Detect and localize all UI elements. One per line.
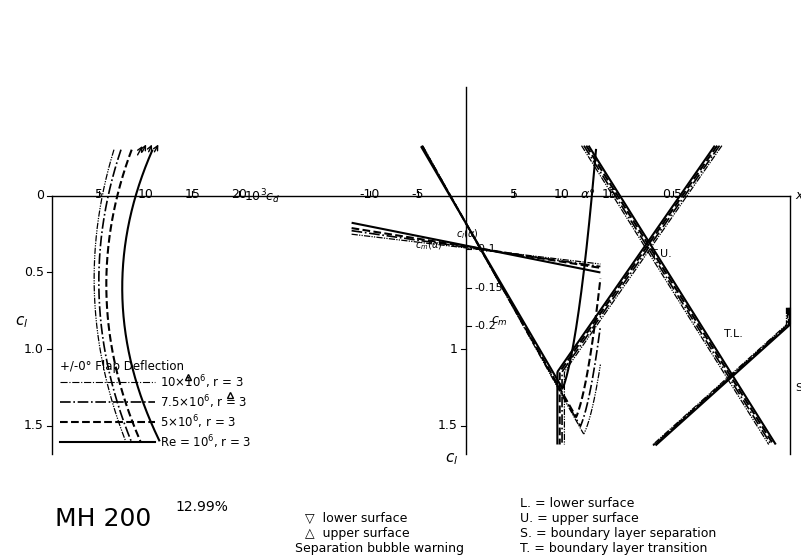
Text: $c_l$: $c_l$ bbox=[15, 315, 29, 330]
Text: 1.5: 1.5 bbox=[438, 419, 458, 432]
Text: 0.5: 0.5 bbox=[24, 266, 44, 279]
Text: 15: 15 bbox=[184, 188, 200, 201]
Text: MH 200: MH 200 bbox=[55, 507, 151, 531]
Text: $x/c$: $x/c$ bbox=[795, 188, 801, 202]
Text: $c_l(\alpha)$: $c_l(\alpha)$ bbox=[457, 227, 479, 241]
Text: 12.99%: 12.99% bbox=[175, 500, 227, 514]
Text: 20: 20 bbox=[231, 188, 248, 201]
Text: -5: -5 bbox=[412, 188, 425, 201]
Text: 1.0: 1.0 bbox=[24, 343, 44, 356]
Text: $c_m(\alpha)$: $c_m(\alpha)$ bbox=[415, 238, 442, 252]
Text: S. = boundary layer separation: S. = boundary layer separation bbox=[520, 527, 716, 540]
Text: ▽  lower surface: ▽ lower surface bbox=[305, 512, 408, 525]
Text: $c_l$: $c_l$ bbox=[445, 451, 458, 467]
Text: 10: 10 bbox=[554, 188, 570, 201]
Text: -0.2: -0.2 bbox=[474, 321, 496, 331]
Text: -10: -10 bbox=[360, 188, 380, 201]
Text: 1.5: 1.5 bbox=[24, 419, 44, 432]
Text: 5: 5 bbox=[95, 188, 103, 201]
Text: U. = upper surface: U. = upper surface bbox=[520, 512, 638, 525]
Text: T.U.: T.U. bbox=[651, 249, 672, 259]
Text: 0.5: 0.5 bbox=[662, 188, 682, 201]
Text: Separation bubble warning: Separation bubble warning bbox=[295, 542, 464, 555]
Text: 0: 0 bbox=[36, 189, 44, 202]
Text: 5×10$^6$, r = 3: 5×10$^6$, r = 3 bbox=[160, 413, 236, 431]
Text: Re = 10$^6$, r = 3: Re = 10$^6$, r = 3 bbox=[160, 433, 252, 451]
Text: 10: 10 bbox=[138, 188, 154, 201]
Text: 15: 15 bbox=[602, 188, 618, 201]
Text: $c_m$: $c_m$ bbox=[491, 315, 508, 328]
Text: +/-0° Flap Deflection: +/-0° Flap Deflection bbox=[60, 360, 184, 373]
Text: △  upper surface: △ upper surface bbox=[305, 527, 409, 540]
Text: $10^3c_d$: $10^3c_d$ bbox=[244, 188, 280, 207]
Text: $\alpha°$: $\alpha°$ bbox=[580, 188, 595, 201]
Text: T.L.: T.L. bbox=[724, 329, 743, 339]
Text: 10×10$^6$, r = 3: 10×10$^6$, r = 3 bbox=[160, 373, 244, 391]
Text: S.U.: S.U. bbox=[795, 383, 801, 393]
Text: -0.15: -0.15 bbox=[474, 283, 502, 293]
Text: 5: 5 bbox=[510, 188, 518, 201]
Text: 7.5×10$^6$, r = 3: 7.5×10$^6$, r = 3 bbox=[160, 393, 248, 411]
Text: L. = lower surface: L. = lower surface bbox=[520, 497, 634, 510]
Text: 1: 1 bbox=[450, 343, 458, 356]
Text: -0.1: -0.1 bbox=[474, 245, 496, 255]
Text: T. = boundary layer transition: T. = boundary layer transition bbox=[520, 542, 707, 555]
